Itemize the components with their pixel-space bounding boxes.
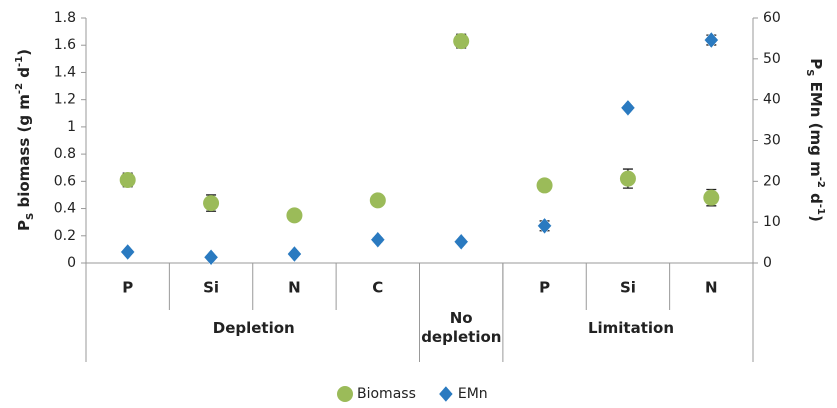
x-tick-label: N [705,279,718,297]
y-tick-label: 1.6 [54,37,76,53]
y-tick-label: 1 [67,119,76,135]
axis-label-part: EMn (mg m [808,76,826,176]
axis-label-part: P [808,58,826,69]
x-tick-label: Si [620,279,636,297]
axis-label-part: S [25,213,36,220]
data-point [287,245,302,263]
data-point [620,99,636,117]
group-label: Depletion [212,318,295,337]
y2-tick-label: 10 [763,214,781,230]
y-tick-label: 0.2 [54,228,76,244]
data-point [703,31,719,49]
axis-label-part: P [15,220,33,231]
axis-label-part: biomass (g m [15,94,33,213]
legend-marker [337,386,353,402]
axis-label-part: d [15,67,33,83]
y2-tick-label: 40 [763,92,781,108]
y2-tick-label: 20 [763,173,781,189]
data-point [619,170,636,187]
axis-label-part: -1 [816,204,827,215]
legend-marker [438,385,454,403]
data-point [537,217,552,235]
data-point [453,33,470,50]
y-tick-label: 0.8 [54,146,76,162]
y-tick-label: 1.8 [54,10,76,26]
y-tick-label: 1.4 [54,64,76,80]
data-point [120,243,136,261]
y2-tick-label: 60 [763,10,781,26]
x-tick-label: C [372,279,383,297]
y-tick-label: 0.4 [54,201,76,217]
y-axis-label: PS biomass (g m-2 d-1) [14,49,36,231]
y-tick-label: 0 [67,255,76,271]
group-label: No depletion [421,309,502,346]
data-point [286,207,303,224]
x-tick-label: Si [203,279,219,297]
data-point [703,189,720,206]
axis-label-part: d [808,188,826,204]
y2-tick-label: 0 [763,255,772,271]
legend-label: EMn [458,386,488,402]
data-point [203,248,219,266]
y2-tick-label: 50 [763,51,781,67]
axis-label-part: -2 [816,177,827,188]
data-point [370,231,386,249]
axis-label-part: -1 [14,56,25,67]
data-point [536,177,553,194]
x-tick-label: N [288,279,301,297]
axis-label-part: S [805,69,816,76]
axis-label-part: -2 [14,83,25,94]
legend-label: Biomass [357,386,416,402]
x-tick-label: P [539,279,550,297]
data-point [203,195,220,212]
data-point [453,233,469,251]
y-tick-label: 1.2 [54,92,76,108]
y-tick-label: 0.6 [54,173,76,189]
data-point [119,171,136,188]
data-point [369,192,386,209]
y2-tick-label: 30 [763,133,781,149]
axis-label-part: ) [808,215,826,222]
axis-label-part: ) [15,49,33,56]
group-label: Limitation [587,318,674,337]
y2-axis-label: PS EMn (mg m-2 d-1) [805,58,827,222]
x-tick-label: P [122,279,133,297]
